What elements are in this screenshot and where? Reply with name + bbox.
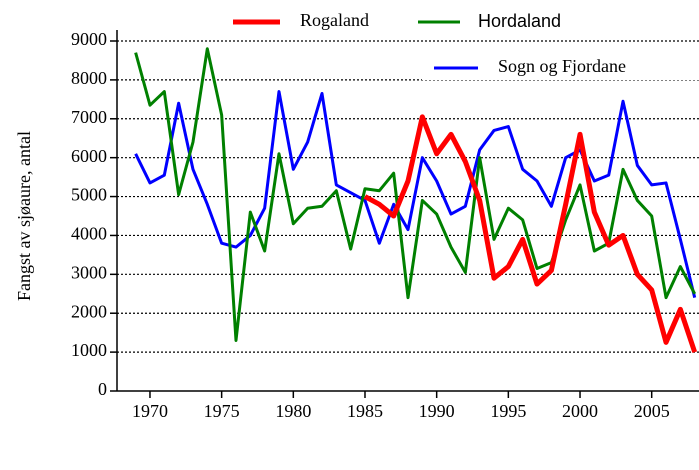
y-tick-label: 4000	[71, 224, 107, 244]
legend-label: Sogn og Fjordane	[498, 56, 626, 76]
series-line	[134, 47, 697, 342]
y-tick-label: 6000	[71, 146, 107, 166]
x-tick-label: 2005	[634, 401, 670, 421]
x-tick-label: 1995	[490, 401, 526, 421]
y-tick-label: 3000	[71, 262, 107, 282]
x-tick-label: 1980	[275, 401, 311, 421]
y-axis-label: Fangst av sjøaure, antal	[14, 131, 34, 301]
x-tick-label: 1970	[132, 401, 168, 421]
series-line	[134, 90, 697, 299]
legend-background	[422, 52, 699, 80]
y-tick-label: 1000	[71, 340, 107, 360]
y-tick-label: 9000	[71, 29, 107, 49]
y-tick-label: 0	[98, 379, 107, 399]
x-tick-label: 1975	[204, 401, 240, 421]
y-tick-label: 8000	[71, 68, 107, 88]
series-line	[363, 114, 698, 353]
legend-label: Hordaland	[478, 11, 561, 31]
x-tick-label: 1985	[347, 401, 383, 421]
y-tick-label: 2000	[71, 301, 107, 321]
y-tick-label: 5000	[71, 185, 107, 205]
x-tick-label: 2000	[562, 401, 598, 421]
legend-label: Rogaland	[300, 10, 369, 30]
x-tick-label: 1990	[419, 401, 455, 421]
y-tick-label: 7000	[71, 107, 107, 127]
